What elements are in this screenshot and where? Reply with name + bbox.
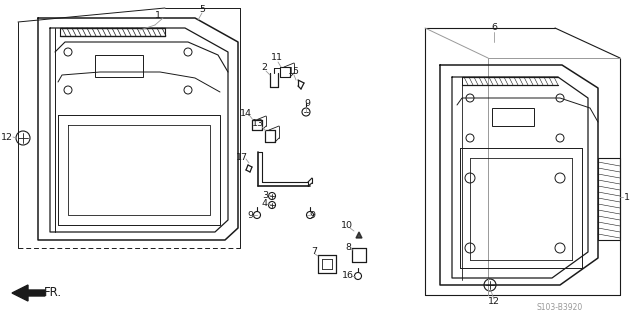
Text: 9: 9 bbox=[309, 211, 315, 220]
Text: 12: 12 bbox=[488, 298, 500, 307]
Text: 17: 17 bbox=[236, 152, 248, 161]
Text: 1: 1 bbox=[624, 192, 630, 202]
Text: 12: 12 bbox=[1, 132, 13, 142]
Polygon shape bbox=[12, 285, 45, 301]
Text: 6: 6 bbox=[491, 24, 497, 33]
Text: 2: 2 bbox=[261, 63, 267, 72]
Text: 16: 16 bbox=[342, 271, 354, 280]
Text: 8: 8 bbox=[345, 243, 351, 253]
Text: 14: 14 bbox=[240, 108, 252, 117]
Polygon shape bbox=[356, 232, 362, 238]
Text: 7: 7 bbox=[311, 248, 317, 256]
Text: S103-B3920: S103-B3920 bbox=[537, 302, 583, 311]
Text: 1: 1 bbox=[155, 11, 161, 20]
Bar bbox=[492, 108, 534, 126]
Text: 4: 4 bbox=[262, 199, 268, 209]
Text: 3: 3 bbox=[262, 190, 268, 199]
Text: 15: 15 bbox=[288, 66, 300, 76]
Text: 11: 11 bbox=[271, 53, 283, 62]
Text: 5: 5 bbox=[199, 5, 205, 14]
Bar bbox=[95, 55, 143, 77]
Text: 9: 9 bbox=[247, 211, 253, 220]
Text: 9: 9 bbox=[304, 99, 310, 108]
Text: 10: 10 bbox=[341, 221, 353, 231]
Text: 13: 13 bbox=[252, 120, 264, 129]
Text: FR.: FR. bbox=[44, 286, 62, 299]
